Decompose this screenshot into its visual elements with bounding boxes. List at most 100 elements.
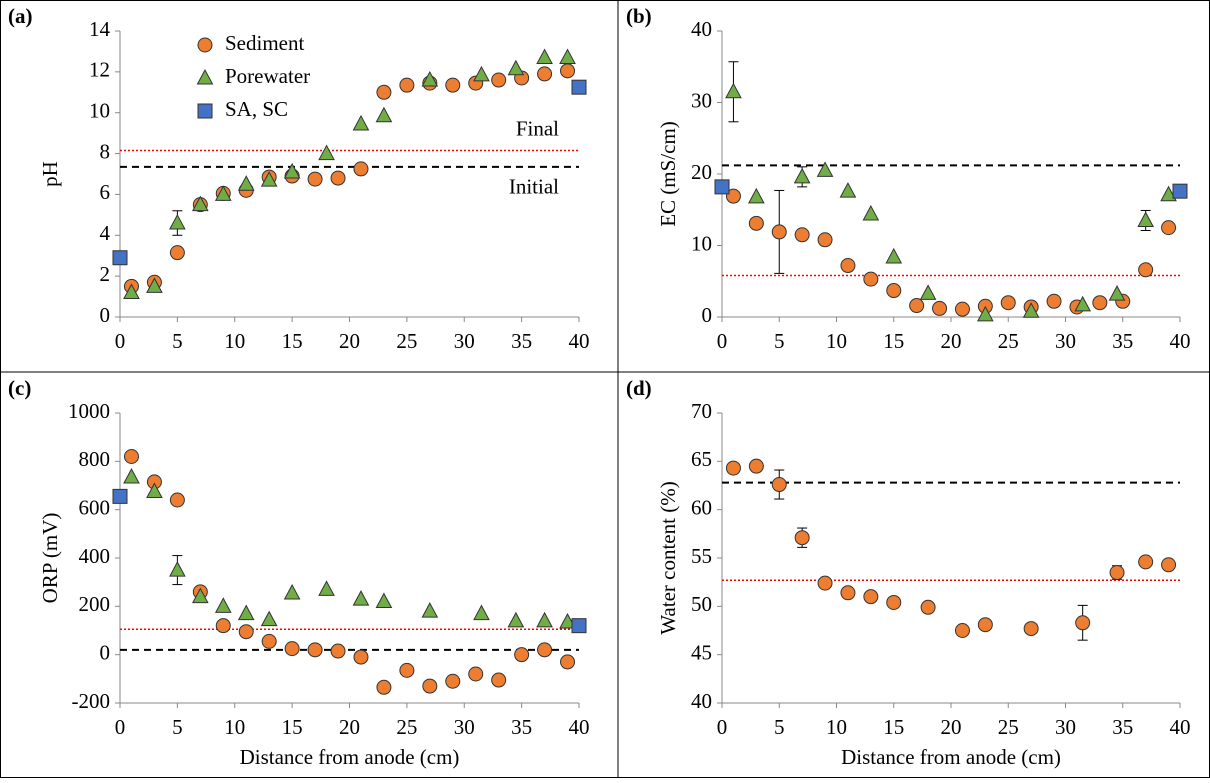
point bbox=[375, 106, 393, 123]
y-tick-label: 10 bbox=[691, 231, 712, 255]
point bbox=[353, 161, 369, 177]
point bbox=[839, 182, 857, 198]
point bbox=[1075, 615, 1091, 631]
point bbox=[1138, 262, 1154, 278]
x-tick-label: 35 bbox=[511, 715, 532, 739]
x-tick-label: 30 bbox=[1055, 715, 1076, 739]
x-tick-label: 15 bbox=[883, 715, 904, 739]
reference-label: Initial bbox=[509, 175, 559, 199]
y-tick-label: 8 bbox=[100, 139, 111, 163]
x-tick-label: 5 bbox=[172, 329, 183, 353]
point bbox=[283, 583, 301, 600]
point bbox=[330, 643, 346, 659]
y-tick-label: 2 bbox=[100, 262, 111, 286]
x-tick-label: 5 bbox=[774, 329, 785, 353]
y-tick-label: 0 bbox=[100, 303, 111, 327]
x-tick-label: 5 bbox=[774, 715, 785, 739]
point bbox=[376, 679, 392, 695]
point bbox=[862, 204, 880, 221]
point bbox=[932, 300, 948, 316]
point bbox=[318, 144, 335, 161]
point bbox=[725, 82, 742, 99]
point bbox=[1138, 554, 1154, 570]
point bbox=[748, 215, 764, 231]
point bbox=[284, 641, 300, 657]
y-tick-label: 6 bbox=[100, 180, 111, 204]
point bbox=[491, 672, 507, 688]
y-tick-label: 30 bbox=[691, 88, 712, 112]
legend-label: SA, SC bbox=[225, 97, 288, 121]
point bbox=[793, 167, 811, 184]
point bbox=[1022, 302, 1040, 318]
point bbox=[215, 618, 231, 634]
x-tick-label: 35 bbox=[1112, 329, 1133, 353]
y-tick-label: 0 bbox=[100, 640, 111, 664]
point bbox=[771, 224, 787, 240]
reference-label: Final bbox=[516, 116, 559, 140]
point bbox=[725, 460, 741, 476]
point bbox=[909, 298, 925, 314]
x-tick-label: 0 bbox=[717, 715, 728, 739]
x-tick-label: 5 bbox=[172, 715, 183, 739]
point bbox=[261, 633, 277, 649]
point bbox=[816, 161, 834, 177]
point bbox=[123, 467, 140, 484]
x-tick-label: 40 bbox=[569, 715, 590, 739]
x-tick-label: 20 bbox=[339, 329, 360, 353]
x-tick-label: 10 bbox=[224, 329, 245, 353]
x-axis-label: Distance from anode (cm) bbox=[240, 745, 460, 769]
point bbox=[146, 482, 163, 499]
point bbox=[840, 585, 856, 601]
point bbox=[399, 662, 415, 678]
x-tick-label: 15 bbox=[883, 329, 904, 353]
point bbox=[559, 612, 576, 629]
x-tick-label: 15 bbox=[282, 715, 303, 739]
point bbox=[352, 590, 370, 606]
y-axis-label: ORP (mV) bbox=[38, 513, 62, 604]
legend-label: Porewater bbox=[225, 64, 310, 88]
point bbox=[169, 245, 185, 261]
x-tick-label: 40 bbox=[1170, 715, 1191, 739]
point bbox=[1161, 557, 1177, 573]
y-axis-label: Water content (%) bbox=[656, 481, 680, 634]
panel-label: (b) bbox=[626, 4, 652, 28]
x-tick-label: 10 bbox=[826, 715, 847, 739]
point bbox=[445, 673, 461, 689]
y-tick-label: -200 bbox=[72, 689, 111, 713]
point bbox=[537, 66, 553, 82]
panel-label: (d) bbox=[626, 376, 652, 400]
x-tick-label: 40 bbox=[1170, 329, 1191, 353]
point bbox=[954, 301, 970, 317]
point bbox=[560, 654, 576, 670]
point bbox=[1046, 293, 1062, 309]
point bbox=[376, 84, 392, 100]
y-axis-label: EC (mS/cm) bbox=[656, 121, 680, 227]
point bbox=[473, 604, 490, 621]
point bbox=[977, 305, 994, 322]
legend-marker bbox=[197, 37, 213, 53]
point bbox=[169, 561, 186, 577]
y-tick-label: 1000 bbox=[68, 399, 110, 423]
y-tick-label: 400 bbox=[79, 544, 111, 568]
x-tick-label: 20 bbox=[339, 715, 360, 739]
y-tick-label: 600 bbox=[79, 495, 111, 519]
x-tick-label: 0 bbox=[115, 715, 126, 739]
point bbox=[169, 492, 185, 508]
x-tick-label: 30 bbox=[454, 329, 475, 353]
panel-label: (c) bbox=[8, 376, 31, 400]
point bbox=[283, 162, 301, 179]
point bbox=[468, 666, 484, 682]
point bbox=[507, 59, 525, 76]
x-tick-label: 25 bbox=[396, 715, 417, 739]
x-tick-label: 25 bbox=[396, 329, 417, 353]
point bbox=[920, 599, 936, 615]
x-tick-label: 25 bbox=[998, 715, 1019, 739]
point bbox=[112, 250, 128, 266]
y-tick-label: 40 bbox=[691, 689, 712, 713]
point bbox=[307, 642, 323, 658]
y-tick-label: 800 bbox=[79, 447, 111, 471]
point bbox=[771, 477, 787, 493]
point bbox=[445, 77, 461, 93]
point bbox=[537, 642, 553, 658]
